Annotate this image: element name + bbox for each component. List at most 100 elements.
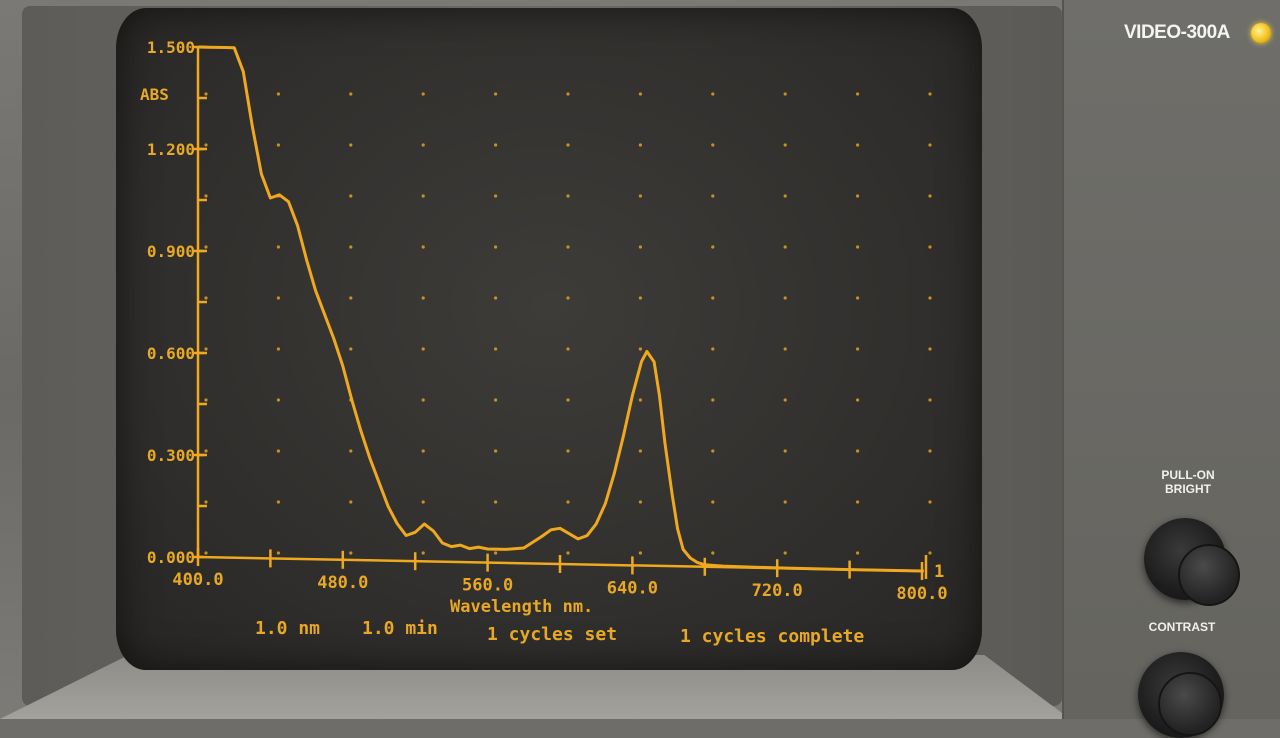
grid-dot xyxy=(928,296,932,300)
grid-dot xyxy=(711,551,715,555)
grid-dot xyxy=(276,500,280,504)
grid-dot xyxy=(494,194,498,198)
scan-time-readout: 1.0 min xyxy=(362,618,438,639)
grid-dot xyxy=(856,92,860,96)
grid-dot xyxy=(856,449,860,453)
bright-knob-label: PULL-ON BRIGHT xyxy=(1161,468,1215,496)
grid-dot xyxy=(638,398,643,402)
grid-dot xyxy=(421,143,425,147)
grid-dot xyxy=(638,449,643,453)
grid-dot xyxy=(421,449,425,453)
grid-dot xyxy=(783,449,787,453)
grid-dot xyxy=(638,551,643,555)
grid-dot xyxy=(421,551,425,555)
grid-dot xyxy=(856,296,860,300)
y-tick-label: 0.900 xyxy=(147,242,195,261)
grid-dot xyxy=(783,347,787,351)
grid-dot xyxy=(566,92,570,96)
grid-dot xyxy=(783,245,787,249)
grid-dot xyxy=(204,143,208,147)
power-led xyxy=(1251,23,1271,43)
grid-dot xyxy=(783,194,787,198)
grid-dot xyxy=(349,194,353,198)
grid-dot xyxy=(494,92,498,96)
grid-dot xyxy=(204,449,208,453)
crt-screen xyxy=(116,8,982,670)
y-tick-label: 1.500 xyxy=(147,38,195,57)
control-panel xyxy=(1062,0,1280,719)
grid-dot xyxy=(566,347,570,351)
grid-dot xyxy=(204,347,208,351)
grid-dot xyxy=(494,245,498,249)
grid-dot xyxy=(783,296,787,300)
cycles-complete-readout: 1 cycles complete xyxy=(680,626,864,647)
grid-dot xyxy=(711,500,715,504)
grid-dot xyxy=(928,449,932,453)
grid-dot xyxy=(349,245,353,249)
x-tick-label: 720.0 xyxy=(752,581,803,601)
grid-dot xyxy=(711,143,715,147)
grid-dot xyxy=(783,500,787,504)
x-tick-label: 800.0 xyxy=(896,584,947,604)
grid-dot xyxy=(711,296,715,300)
grid-dot xyxy=(711,245,715,249)
grid-dot xyxy=(856,143,860,147)
grid-dot xyxy=(928,347,932,351)
grid-dot xyxy=(638,194,643,198)
chart-axes xyxy=(196,47,928,579)
y-axis-label: ABS xyxy=(140,85,169,104)
grid-dot xyxy=(421,92,425,96)
grid-dot xyxy=(566,143,570,147)
grid-dot xyxy=(711,194,715,198)
y-tick-label: 0.000 xyxy=(147,548,195,567)
grid-dot xyxy=(276,296,280,300)
grid-dot xyxy=(928,500,932,504)
grid-dot xyxy=(204,296,208,300)
grid-dot xyxy=(421,194,425,198)
x-tick-label: 560.0 xyxy=(462,576,513,596)
grid-dot xyxy=(711,449,715,453)
grid-dot xyxy=(566,194,570,198)
grid-dot xyxy=(276,551,280,555)
grid-dot xyxy=(711,398,715,402)
spectrum-chart: 400.0 480.0 560.0 640.0 720.0 800.0 0.000 0.300… xyxy=(140,38,948,647)
x-tick-label: 640.0 xyxy=(607,578,658,598)
contrast-knob-cap xyxy=(1158,672,1222,736)
grid-dot xyxy=(711,92,715,96)
x-tick-label: 480.0 xyxy=(317,573,368,593)
grid-dot xyxy=(204,92,208,96)
grid-dot xyxy=(566,500,570,504)
grid-dot xyxy=(566,398,570,402)
grid-dot xyxy=(349,296,353,300)
grid-dot xyxy=(566,245,570,249)
grid-dot xyxy=(494,398,498,402)
grid-dot xyxy=(276,449,280,453)
contrast-knob[interactable] xyxy=(1138,652,1224,738)
grid-dot xyxy=(494,347,498,351)
grid-dot xyxy=(638,500,643,504)
grid-dot xyxy=(204,194,208,198)
grid-dot xyxy=(349,143,353,147)
grid-dot xyxy=(783,398,787,402)
chart-grid xyxy=(204,92,932,555)
grid-dot xyxy=(856,500,860,504)
grid-dot xyxy=(421,245,425,249)
absorbance-trace xyxy=(197,45,923,573)
grid-dot xyxy=(494,143,498,147)
grid-dot xyxy=(566,551,570,555)
grid-dot xyxy=(349,92,353,96)
grid-dot xyxy=(566,296,570,300)
grid-dot xyxy=(638,245,643,249)
grid-dot xyxy=(204,551,208,555)
contrast-knob-label: CONTRAST xyxy=(1148,620,1216,634)
grid-dot xyxy=(856,245,860,249)
bright-knob-cap xyxy=(1178,544,1240,606)
grid-dot xyxy=(494,296,498,300)
grid-dot xyxy=(638,347,643,351)
grid-dot xyxy=(783,92,787,96)
grid-dot xyxy=(276,347,280,351)
grid-dot xyxy=(928,398,932,402)
bright-knob[interactable] xyxy=(1144,518,1240,606)
x-axis-label: Wavelength nm. xyxy=(450,597,593,617)
grid-dot xyxy=(421,500,425,504)
